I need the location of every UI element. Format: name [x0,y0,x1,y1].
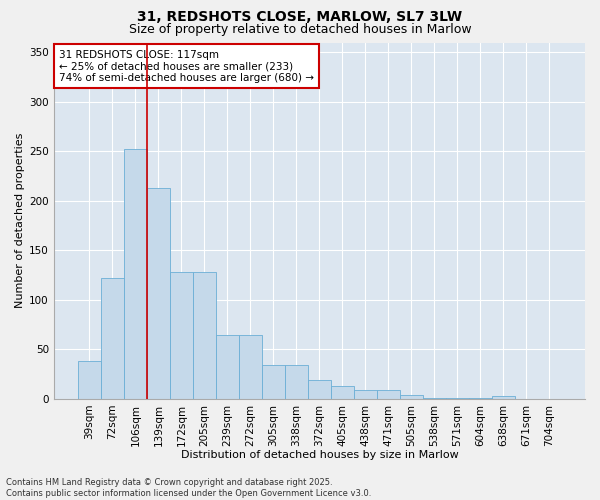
Y-axis label: Number of detached properties: Number of detached properties [15,133,25,308]
Bar [285,365,308,399]
Bar [400,395,423,399]
Bar [124,150,147,399]
Bar [216,334,239,399]
Bar [239,334,262,399]
Bar [308,380,331,399]
Bar [193,272,216,399]
Bar [170,272,193,399]
Bar [147,188,170,399]
Bar [331,386,354,399]
Bar [101,278,124,399]
Text: 31 REDSHOTS CLOSE: 117sqm
← 25% of detached houses are smaller (233)
74% of semi: 31 REDSHOTS CLOSE: 117sqm ← 25% of detac… [59,50,314,83]
Text: Size of property relative to detached houses in Marlow: Size of property relative to detached ho… [128,22,472,36]
Bar [78,361,101,399]
X-axis label: Distribution of detached houses by size in Marlow: Distribution of detached houses by size … [181,450,458,460]
Bar [423,398,446,399]
Bar [377,390,400,399]
Bar [469,398,492,399]
Bar [446,398,469,399]
Text: Contains HM Land Registry data © Crown copyright and database right 2025.
Contai: Contains HM Land Registry data © Crown c… [6,478,371,498]
Bar [354,390,377,399]
Bar [492,396,515,399]
Bar [262,365,285,399]
Text: 31, REDSHOTS CLOSE, MARLOW, SL7 3LW: 31, REDSHOTS CLOSE, MARLOW, SL7 3LW [137,10,463,24]
